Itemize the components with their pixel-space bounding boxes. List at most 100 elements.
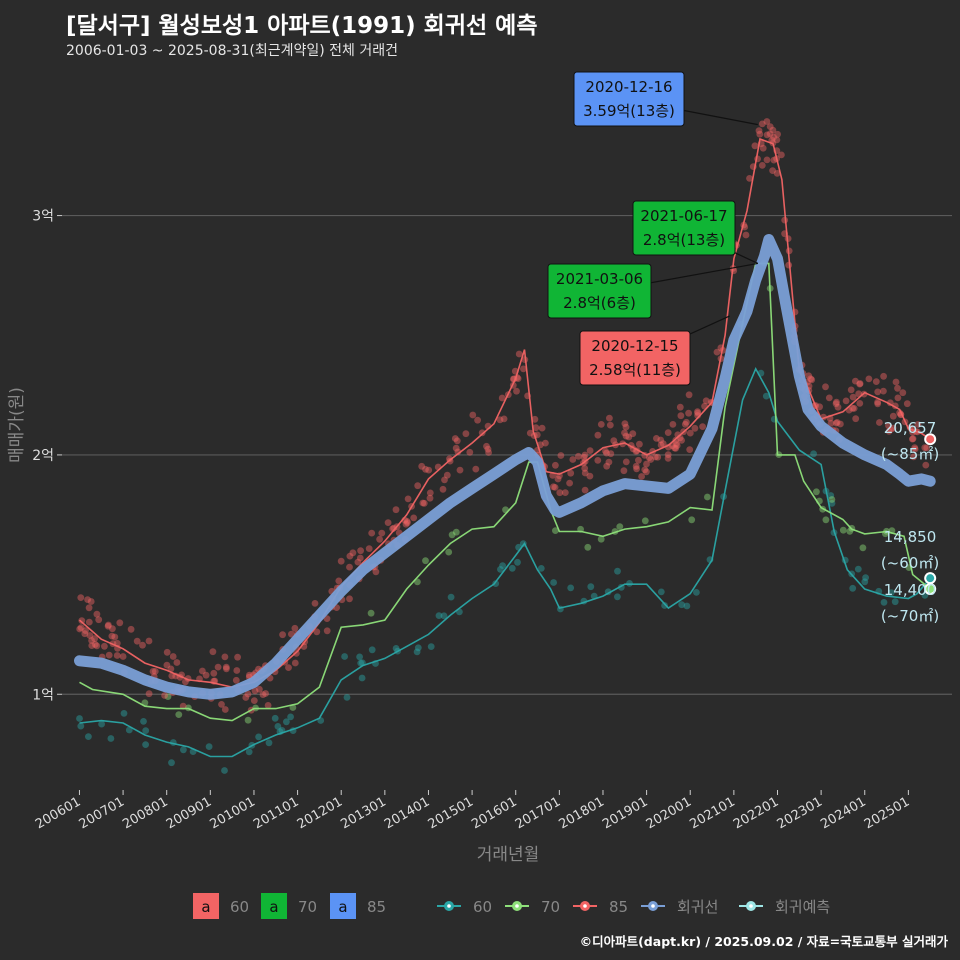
scatter-point-85 — [850, 405, 858, 412]
scatter-point-85 — [279, 631, 286, 639]
scatter-point-85 — [526, 429, 534, 437]
footer-credit: ©디아파트(dapt.kr) / 2025.09.02 / 자료=국토교통부 실… — [579, 934, 948, 949]
scatter-point-85 — [865, 375, 873, 383]
scatter-point-85 — [456, 466, 464, 474]
scatter-point-85 — [759, 144, 767, 152]
scatter-point-85 — [816, 403, 823, 411]
scatter-point-60 — [827, 492, 835, 499]
scatter-point-85 — [629, 430, 637, 438]
scatter-point-85 — [169, 653, 177, 660]
scatter-point-70 — [552, 527, 559, 534]
scatter-point-85 — [664, 454, 672, 462]
scatter-point-85 — [561, 489, 569, 496]
scatter-point-85 — [422, 465, 429, 473]
scatter-point-85 — [653, 435, 660, 442]
legend-line-marker-dot — [749, 904, 753, 908]
scatter-point-85 — [774, 130, 781, 138]
scatter-point-85 — [581, 451, 589, 459]
scatter-point-85 — [636, 440, 643, 448]
scatter-point-85 — [515, 350, 523, 358]
scatter-point-70 — [822, 516, 830, 524]
scatter-point-85 — [673, 442, 681, 449]
legend-line-label: 회귀예측 — [775, 898, 830, 916]
scatter-point-85 — [874, 400, 882, 408]
scatter-point-85 — [672, 440, 680, 448]
scatter-point-85 — [163, 661, 171, 669]
x-tick-label: 201701 — [513, 794, 563, 832]
scatter-point-85 — [594, 457, 602, 464]
scatter-point-85 — [597, 421, 605, 428]
scatter-point-85 — [101, 642, 108, 650]
scatter-point-85 — [426, 494, 434, 502]
scatter-point-85 — [852, 415, 860, 423]
legend-box-swatch — [261, 893, 287, 919]
scatter-point-85 — [419, 499, 427, 507]
scatter-point-85 — [233, 667, 241, 674]
scatter-point-85 — [441, 476, 448, 484]
scatter-point-85 — [446, 455, 453, 463]
scatter-point-85 — [81, 630, 89, 638]
scatter-point-60 — [341, 653, 348, 660]
scatter-point-85 — [885, 427, 893, 435]
scatter-point-60 — [508, 564, 516, 572]
scatter-point-85 — [384, 519, 392, 526]
scatter-point-85 — [133, 637, 141, 645]
x-tick-label: 202001 — [644, 794, 694, 832]
x-tick-label: 202101 — [687, 794, 737, 832]
scatter-point-85 — [443, 471, 451, 479]
scatter-point-85 — [420, 499, 428, 507]
legend-line-label: 회귀선 — [677, 898, 718, 916]
scatter-point-85 — [418, 462, 426, 470]
scatter-point-60 — [887, 589, 895, 597]
scatter-point-85 — [105, 621, 112, 629]
scatter-point-85 — [581, 486, 589, 494]
scatter-point-85 — [567, 469, 575, 477]
scatter-point-85 — [542, 439, 549, 447]
scatter-point-85 — [763, 156, 771, 164]
x-tick-label: 201501 — [426, 794, 476, 832]
legend-line-marker-dot — [651, 904, 655, 908]
regression-line — [74, 234, 936, 700]
scatter-point-85 — [365, 545, 373, 552]
end-marker-core — [926, 574, 935, 583]
annotation-date: 2021-06-17 — [640, 207, 727, 225]
scatter-point-85 — [469, 411, 477, 419]
scatter-point-60 — [140, 718, 147, 725]
scatter-point-85 — [664, 429, 672, 436]
scatter-point-85 — [825, 394, 833, 402]
scatter-point-85 — [84, 596, 91, 603]
annotation-date: 2021-03-06 — [556, 270, 643, 288]
x-tick-label: 201601 — [469, 794, 519, 832]
scatter-point-85 — [756, 130, 764, 138]
scatter-point-60 — [356, 653, 363, 661]
scatter-point-85 — [874, 398, 881, 406]
scatter-point-85 — [161, 692, 169, 699]
scatter-point-85 — [686, 446, 694, 453]
scatter-point-85 — [376, 535, 383, 543]
scatter-point-85 — [77, 624, 85, 631]
scatter-point-85 — [911, 445, 919, 453]
scatter-point-85 — [922, 461, 930, 469]
legend-box-glyph: a — [338, 898, 347, 916]
scatter-point-85 — [892, 378, 900, 386]
scatter-point-70 — [688, 516, 696, 524]
scatter-point-85 — [686, 429, 694, 437]
scatter-point-85 — [713, 348, 721, 356]
scatter-point-85 — [557, 452, 565, 459]
scatter-point-85 — [452, 444, 460, 452]
legend-box-swatch — [330, 893, 356, 919]
series-line-70 — [79, 262, 931, 722]
scatter-point-85 — [404, 519, 411, 527]
x-tick-label: 200701 — [77, 794, 127, 832]
scatter-point-85 — [513, 387, 520, 395]
scatter-point-85 — [346, 563, 353, 571]
scatter-point-85 — [672, 444, 680, 452]
scatter-point-85 — [119, 653, 127, 660]
scatter-point-85 — [264, 702, 272, 709]
scatter-point-60 — [274, 723, 282, 730]
scatter-point-85 — [643, 460, 650, 468]
y-tick-label: 1억 — [32, 687, 54, 703]
scatter-point-85 — [894, 394, 902, 402]
scatter-point-85 — [454, 448, 462, 456]
